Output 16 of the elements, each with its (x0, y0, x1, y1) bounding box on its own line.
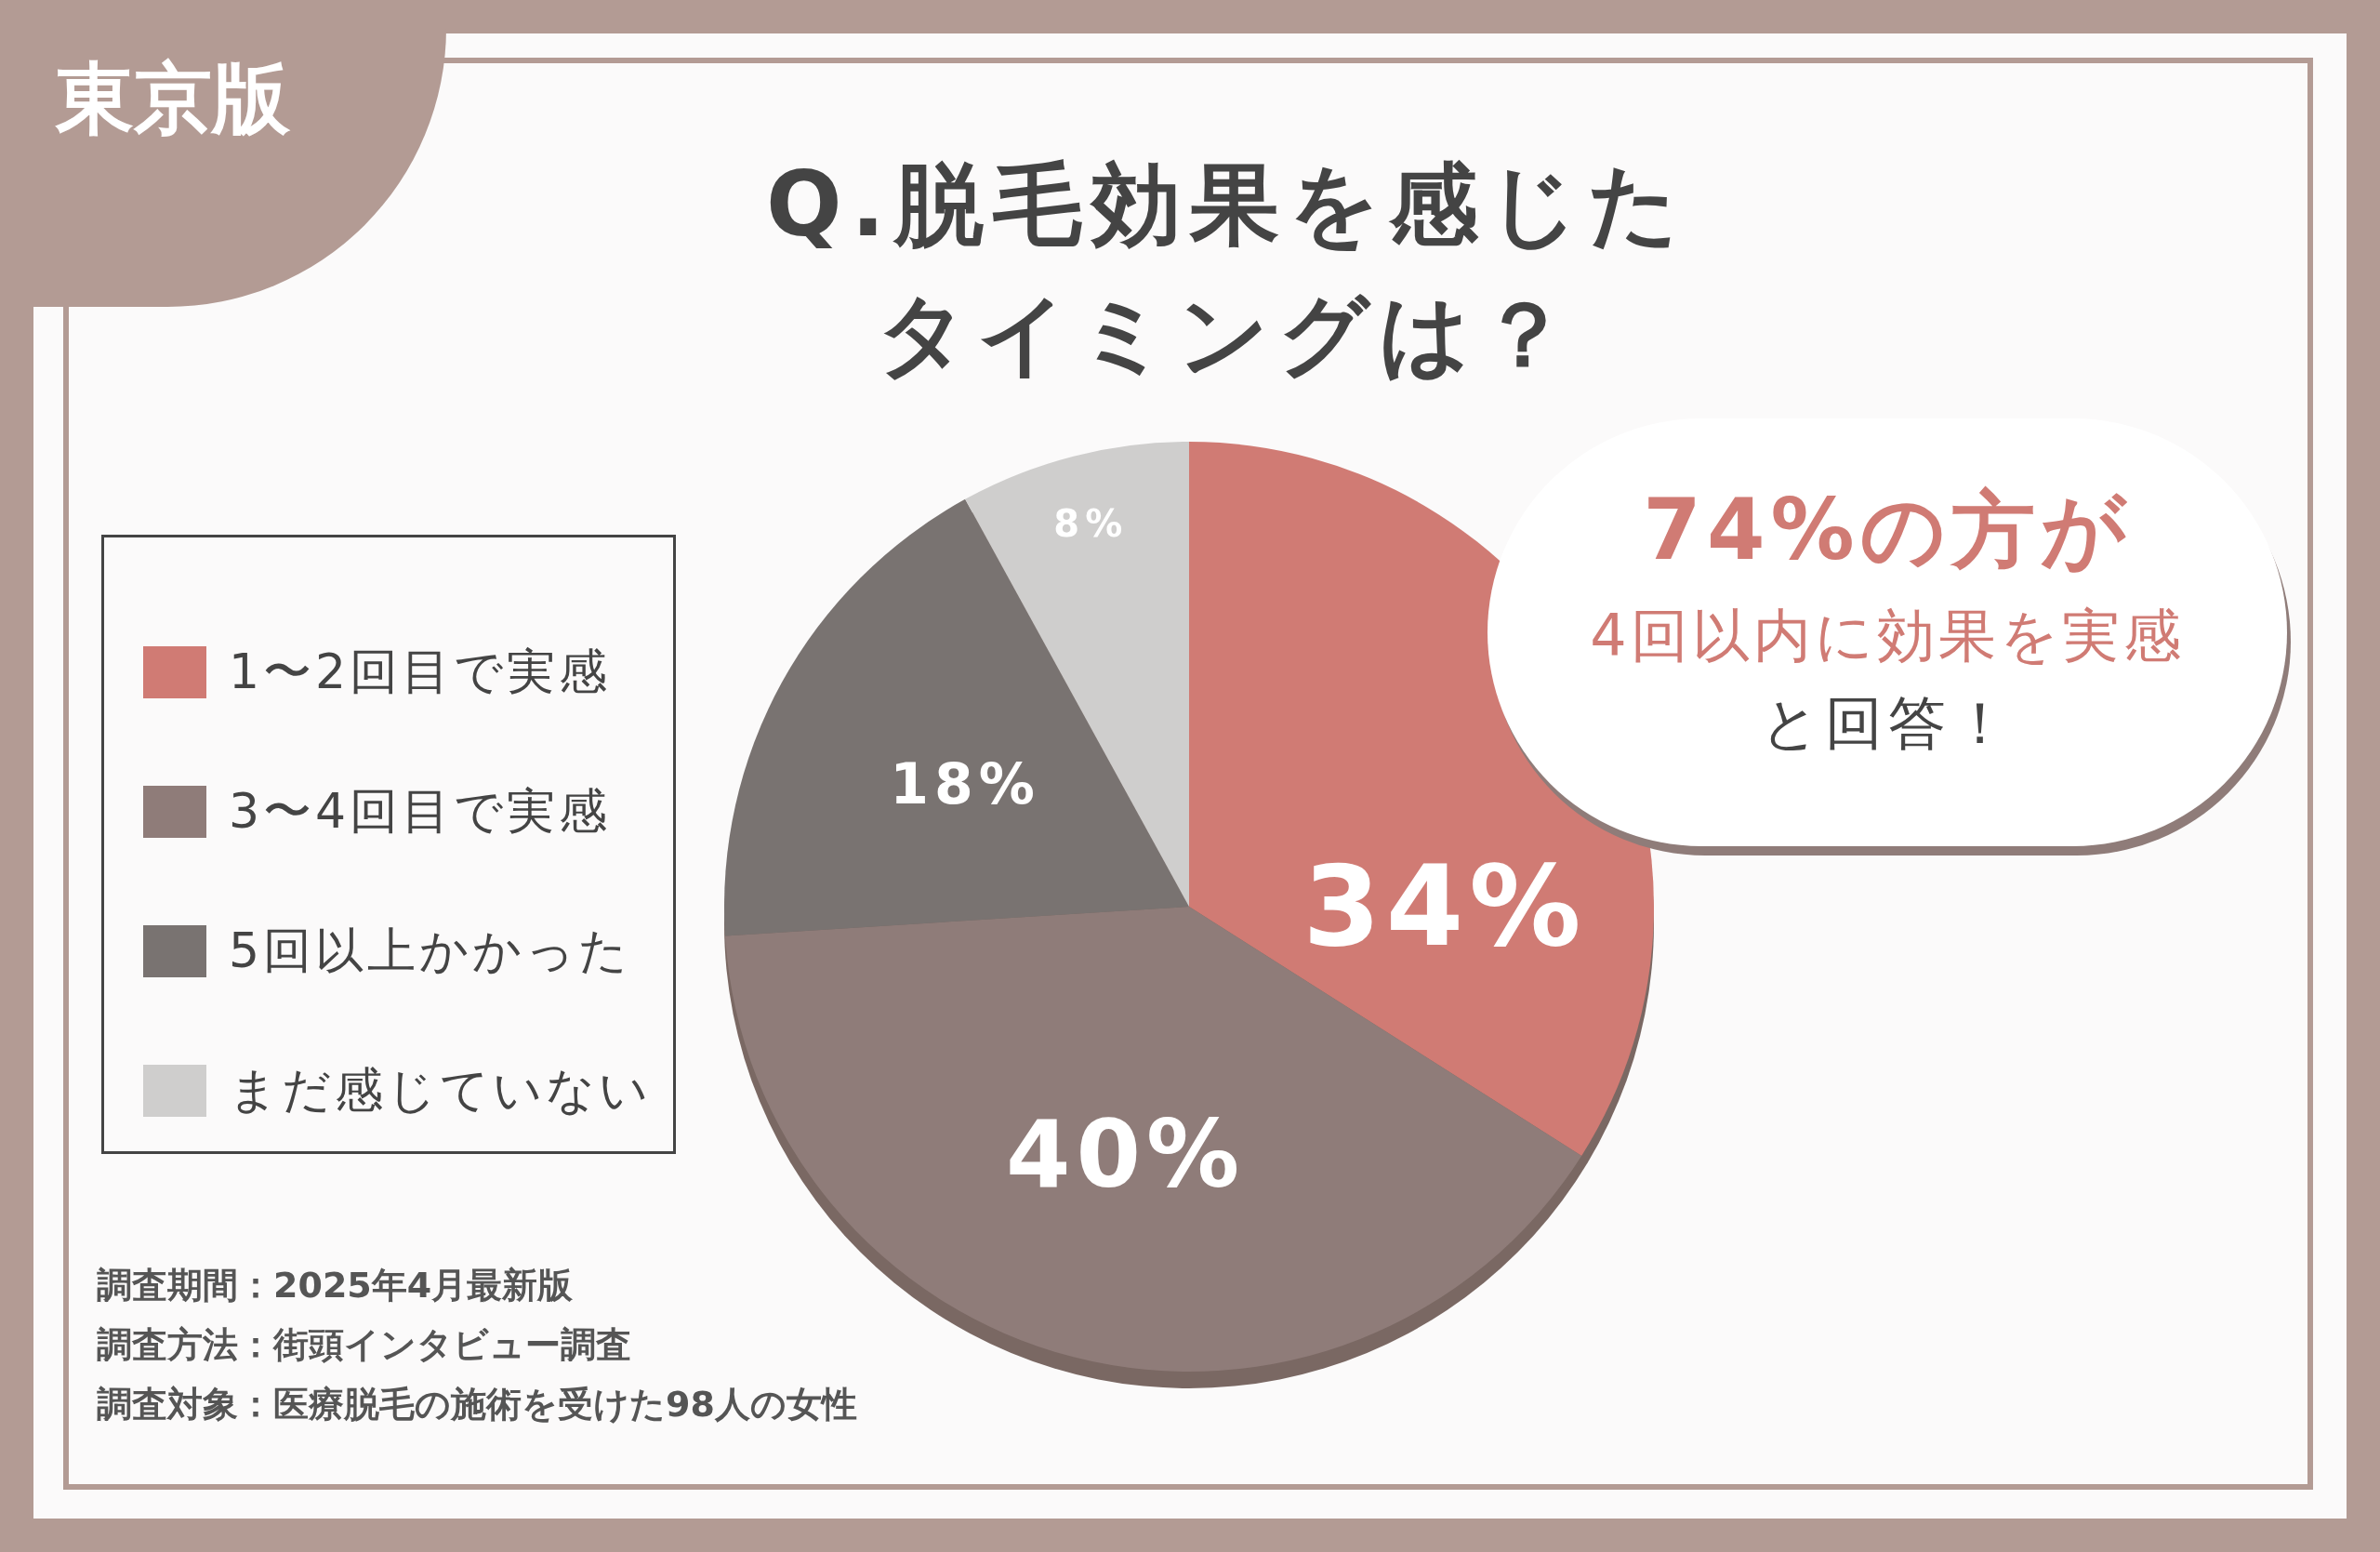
legend-label: 1〜2回目で実感 (229, 643, 612, 701)
chart-title: Q.脱毛効果を感じたタイミングは？ (764, 152, 1690, 389)
pie-slice (724, 498, 1189, 936)
text: と回答！ (1759, 688, 2016, 759)
data-label: 40% (1005, 1099, 1246, 1209)
data-label: 18% (890, 750, 1040, 816)
legend-label: まだ感じていない (229, 1061, 652, 1120)
text: 調査対象：医療脱毛の施術を受けた98人の女性 (97, 1383, 857, 1426)
text: 東京版 (0, 0, 446, 307)
legend-label: 3〜4回目で実感 (229, 782, 612, 841)
text: 74%の方が (1642, 480, 2133, 580)
legend-label: 5回以上かかった (229, 922, 632, 980)
text: 調査方法：街頭インタビュー調査 (97, 1323, 631, 1367)
text: 4回以内に効果を実感 (1589, 601, 2186, 671)
data-label: 34% (1302, 841, 1587, 971)
text: 調査期間：2025年4月最新版 (97, 1264, 574, 1307)
